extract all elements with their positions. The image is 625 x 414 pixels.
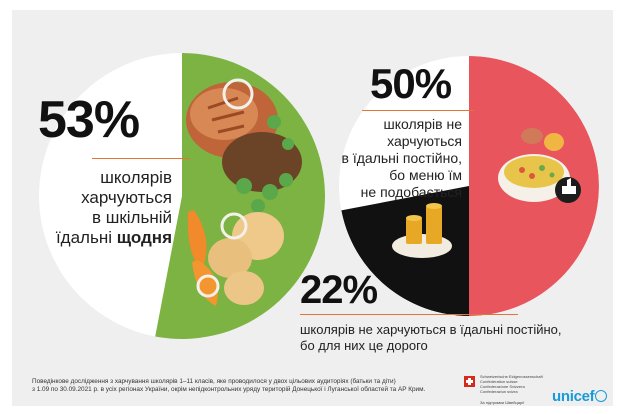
caption-bold-word: щодня xyxy=(116,228,172,247)
swiss-line: Confédération suisse xyxy=(480,379,518,384)
caption-line: бо меню їм xyxy=(389,167,462,183)
footer-line: Поведінкове дослідження з харчування шко… xyxy=(32,378,396,385)
right-plate xyxy=(339,56,599,316)
caption-line: в їдальні постійно, xyxy=(341,150,462,166)
swiss-line: Confederazione Svizzera xyxy=(480,384,525,389)
stat-daily-rule xyxy=(92,158,190,159)
caption-line: їдальні щодня xyxy=(32,228,172,248)
swiss-logo-text: Schweizerische Eidgenossenschaft Confédé… xyxy=(480,374,550,394)
swiss-flag-icon xyxy=(464,376,475,387)
swiss-logo: Schweizerische Eidgenossenschaft Confédé… xyxy=(464,374,544,406)
unicef-globe-icon xyxy=(595,390,608,402)
stat-expensive-caption: школярів не харчуються в їдальні постійн… xyxy=(300,322,590,354)
stat-expensive-value: 22% xyxy=(300,268,378,312)
caption-line: школярів не харчуються в їдальні постійн… xyxy=(300,322,562,337)
left-plate xyxy=(39,53,326,339)
stat-daily-value: 53% xyxy=(38,91,140,149)
caption-line: харчуються xyxy=(81,188,172,207)
caption-line: бо для них це дорого xyxy=(300,338,428,353)
swiss-line: Schweizerische Eidgenossenschaft xyxy=(480,374,543,379)
stat-daily-caption: школярів харчуються в шкільній їдальні щ… xyxy=(32,168,172,248)
caption-line: в шкільній xyxy=(91,208,172,227)
swiss-line: Confederaziun svizra xyxy=(480,389,518,394)
swiss-support-text: За підтримки Швейцарії xyxy=(480,400,525,405)
unicef-wordmark: unicef xyxy=(552,388,595,405)
food-plate-icon xyxy=(186,78,302,306)
food-bowl-icon xyxy=(498,128,581,203)
stat-menu-caption: школярів не харчуються в їдальні постійн… xyxy=(312,116,462,201)
caption-line: школярів не харчуються xyxy=(383,116,462,149)
coins-icon xyxy=(392,203,452,258)
caption-word: їдальні xyxy=(55,228,112,247)
chart-canvas xyxy=(39,53,599,339)
caption-line: школярів xyxy=(100,168,172,187)
caption-line: не подобається xyxy=(360,184,462,200)
footer-note: Поведінкове дослідження з харчування шко… xyxy=(32,378,452,394)
stat-expensive-rule xyxy=(300,314,518,315)
infographic-card: 53% школярів харчуються в шкільній їдаль… xyxy=(12,10,613,406)
footer-line: з 1.09 по 30.09.2021 р. в усіх регіонах … xyxy=(32,386,426,393)
stat-menu-rule xyxy=(362,110,474,111)
stat-menu-value: 50% xyxy=(370,60,452,107)
unicef-logo: unicef xyxy=(552,388,608,405)
